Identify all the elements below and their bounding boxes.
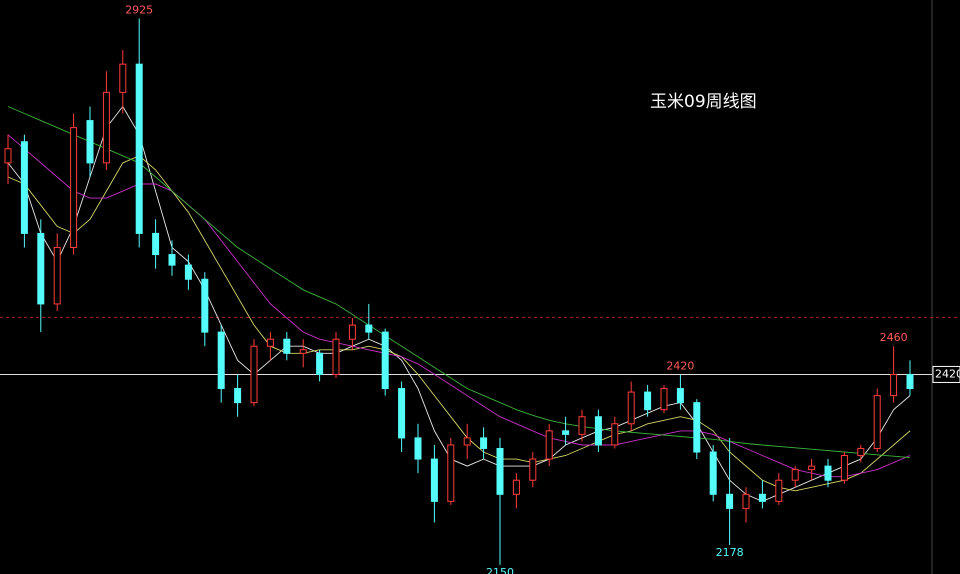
candle-body [791,469,799,481]
extreme-label: 2178 [716,546,744,559]
price-label: 2420 [935,367,960,380]
candle-body [398,388,406,439]
candle-body [545,430,553,460]
ma-line [7,155,911,492]
candle-body [135,63,143,234]
candle-body [217,331,225,390]
candle-body [184,264,192,280]
candle-body [676,388,684,404]
candle-body [562,430,570,435]
candle-body [201,278,209,333]
candle-body [168,254,176,266]
candle-body [152,232,160,256]
candle-body [37,232,45,305]
candle-body [86,120,94,164]
candle-body [529,458,537,481]
candle-body [430,458,438,502]
candle-body [496,447,504,495]
candle-body [660,388,668,411]
candle-body [578,416,586,435]
candle-body [250,345,258,404]
candle-body [234,388,242,404]
candle-body [873,395,881,449]
candle-body [283,338,291,354]
candle-body [53,247,61,305]
candle-body [463,437,471,446]
candle-body [611,423,619,446]
candle-body [381,331,389,390]
ma-line [7,134,911,478]
candle-body [447,444,455,502]
candle-body [693,402,701,453]
candle-body [512,479,520,495]
candle-body [365,324,373,333]
candle-body [119,63,127,93]
candle-body [480,437,488,449]
candle-body [4,148,12,164]
candle-body [758,493,766,502]
extreme-label: 2420 [666,359,694,372]
candle-body [414,437,422,460]
candle-body [627,391,635,425]
candle-body [266,338,274,347]
candle-body [726,493,734,509]
price-label-box [932,365,960,383]
ma-line [7,106,911,459]
candle-body [644,391,652,411]
candle-body [824,465,832,481]
candle-body [299,349,307,354]
candle-body [594,416,602,446]
candle-body [808,465,816,471]
candle-body [316,352,324,375]
candle-body [709,451,717,495]
candle-body [332,338,340,375]
extreme-label: 2150 [486,566,514,574]
candle-body [102,91,110,164]
extreme-label: 2925 [125,3,153,16]
chart-title: 玉米09周线图 [650,92,757,112]
candle-body [742,493,750,509]
candle-body [840,455,848,481]
candle-body [906,373,914,390]
candle-body [348,324,356,340]
candle-body [70,127,78,249]
candle-body [775,479,783,502]
candle-body [857,447,865,457]
extreme-label: 2460 [880,331,908,344]
candle-body [890,373,898,397]
candle-body [20,141,28,234]
